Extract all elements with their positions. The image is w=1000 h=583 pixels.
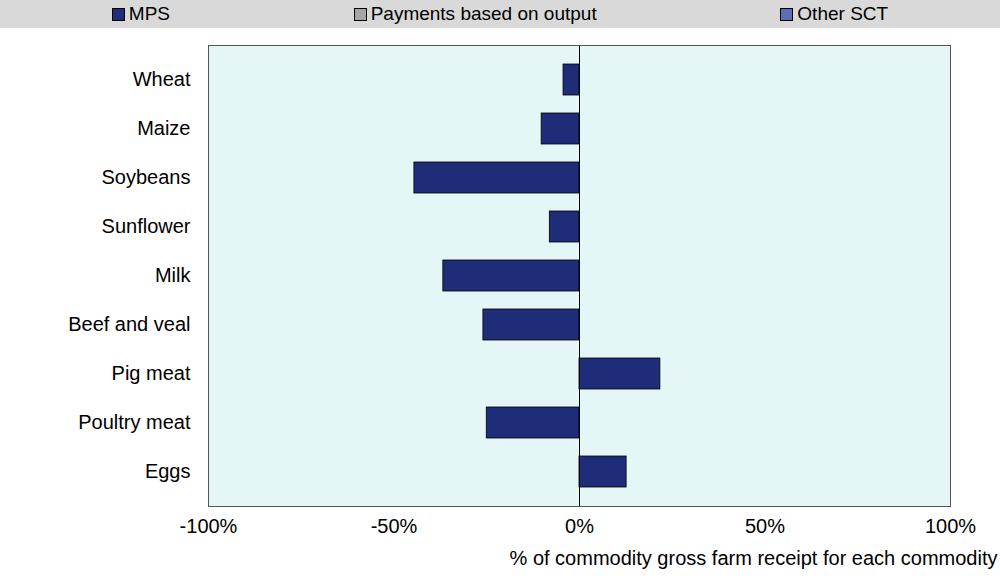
- svg-text:% of commodity gross farm rece: % of commodity gross farm receipt for ea…: [510, 547, 998, 569]
- svg-text:-50%: -50%: [371, 515, 418, 537]
- svg-text:Pig meat: Pig meat: [112, 362, 191, 384]
- svg-text:Wheat: Wheat: [133, 68, 191, 90]
- html-text:Other SCT: Other SCT: [797, 3, 889, 24]
- svg-text:-100%: -100%: [180, 515, 238, 537]
- svg-text:Soybeans: Soybeans: [102, 166, 191, 188]
- svg-text:50%: 50%: [745, 515, 785, 537]
- svg-text:Eggs: Eggs: [145, 460, 191, 482]
- svg-text:Poultry meat: Poultry meat: [78, 411, 191, 433]
- svg-text:Milk: Milk: [155, 264, 192, 286]
- svg-text:100%: 100%: [925, 515, 976, 537]
- svg-text:Maize: Maize: [137, 117, 190, 139]
- svg-text:Beef and veal: Beef and veal: [68, 313, 190, 335]
- svg-text:0%: 0%: [565, 515, 594, 537]
- svg-text:Sunflower: Sunflower: [102, 215, 191, 237]
- html-text:Payments based on output: Payments based on output: [370, 3, 597, 24]
- html-text:MPS: MPS: [128, 3, 170, 24]
